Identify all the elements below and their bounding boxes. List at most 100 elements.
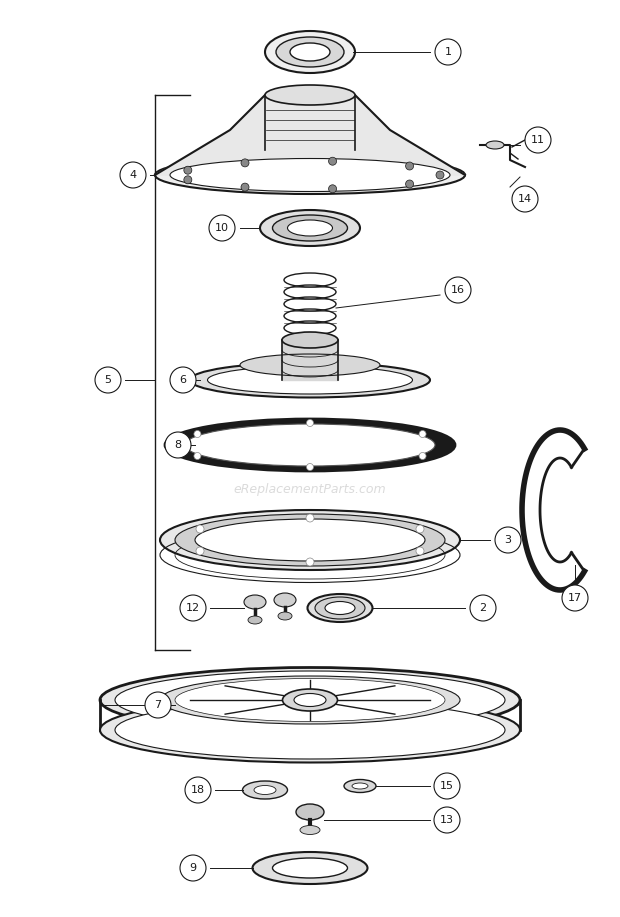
Text: 1: 1 bbox=[445, 47, 451, 57]
Circle shape bbox=[209, 215, 235, 241]
Ellipse shape bbox=[352, 783, 368, 789]
Ellipse shape bbox=[165, 419, 455, 471]
Circle shape bbox=[241, 183, 249, 191]
Ellipse shape bbox=[208, 366, 412, 394]
Ellipse shape bbox=[290, 43, 330, 61]
Ellipse shape bbox=[274, 593, 296, 607]
Circle shape bbox=[405, 162, 414, 170]
Circle shape bbox=[194, 430, 201, 437]
Ellipse shape bbox=[115, 701, 505, 759]
Ellipse shape bbox=[195, 519, 425, 561]
Ellipse shape bbox=[190, 362, 430, 397]
Ellipse shape bbox=[175, 679, 445, 722]
Circle shape bbox=[419, 452, 426, 459]
Ellipse shape bbox=[294, 693, 326, 706]
Circle shape bbox=[180, 595, 206, 621]
Text: 15: 15 bbox=[440, 781, 454, 791]
Ellipse shape bbox=[308, 594, 373, 622]
Ellipse shape bbox=[185, 424, 435, 466]
Circle shape bbox=[562, 585, 588, 611]
Text: 8: 8 bbox=[174, 440, 182, 450]
Text: 5: 5 bbox=[105, 375, 112, 385]
Text: 14: 14 bbox=[518, 194, 532, 204]
Ellipse shape bbox=[260, 210, 360, 246]
Text: 10: 10 bbox=[215, 223, 229, 233]
Ellipse shape bbox=[242, 781, 288, 799]
Ellipse shape bbox=[240, 354, 380, 376]
Circle shape bbox=[170, 367, 196, 393]
Polygon shape bbox=[155, 95, 465, 175]
Circle shape bbox=[241, 159, 249, 167]
Ellipse shape bbox=[160, 510, 460, 570]
Text: 3: 3 bbox=[505, 535, 511, 545]
Ellipse shape bbox=[175, 514, 445, 566]
Circle shape bbox=[436, 171, 444, 179]
Text: 6: 6 bbox=[180, 375, 187, 385]
Ellipse shape bbox=[155, 156, 465, 194]
Circle shape bbox=[184, 166, 192, 174]
Circle shape bbox=[434, 807, 460, 833]
Ellipse shape bbox=[248, 616, 262, 624]
Ellipse shape bbox=[244, 595, 266, 609]
Circle shape bbox=[470, 595, 496, 621]
Circle shape bbox=[419, 430, 426, 437]
Ellipse shape bbox=[115, 671, 505, 729]
Circle shape bbox=[165, 432, 191, 458]
Ellipse shape bbox=[100, 698, 520, 763]
Circle shape bbox=[512, 186, 538, 212]
Circle shape bbox=[185, 777, 211, 803]
Text: 9: 9 bbox=[190, 863, 197, 873]
Ellipse shape bbox=[315, 597, 365, 619]
Circle shape bbox=[329, 185, 337, 193]
Circle shape bbox=[329, 157, 337, 165]
Ellipse shape bbox=[254, 786, 276, 794]
Ellipse shape bbox=[325, 602, 355, 614]
Ellipse shape bbox=[273, 215, 347, 241]
Circle shape bbox=[180, 855, 206, 881]
Text: 7: 7 bbox=[154, 700, 162, 710]
Circle shape bbox=[435, 39, 461, 65]
Circle shape bbox=[306, 558, 314, 566]
Circle shape bbox=[445, 277, 471, 303]
Ellipse shape bbox=[170, 159, 450, 192]
Ellipse shape bbox=[486, 141, 504, 149]
Text: eReplacementParts.com: eReplacementParts.com bbox=[234, 483, 386, 496]
Ellipse shape bbox=[282, 332, 338, 348]
Circle shape bbox=[145, 692, 171, 718]
Ellipse shape bbox=[273, 858, 347, 878]
Text: 11: 11 bbox=[531, 135, 545, 145]
Circle shape bbox=[120, 162, 146, 188]
Ellipse shape bbox=[276, 37, 344, 67]
Ellipse shape bbox=[283, 689, 337, 711]
Circle shape bbox=[196, 525, 204, 533]
Text: 2: 2 bbox=[479, 603, 487, 613]
Text: 12: 12 bbox=[186, 603, 200, 613]
Circle shape bbox=[405, 180, 414, 188]
Circle shape bbox=[196, 547, 204, 555]
Circle shape bbox=[95, 367, 121, 393]
Ellipse shape bbox=[300, 825, 320, 834]
Ellipse shape bbox=[296, 804, 324, 820]
Text: 16: 16 bbox=[451, 285, 465, 295]
Ellipse shape bbox=[278, 612, 292, 620]
Ellipse shape bbox=[160, 676, 460, 724]
Text: 18: 18 bbox=[191, 785, 205, 795]
Circle shape bbox=[416, 547, 424, 555]
Text: 13: 13 bbox=[440, 815, 454, 825]
Circle shape bbox=[306, 514, 314, 522]
Ellipse shape bbox=[344, 779, 376, 792]
Ellipse shape bbox=[265, 85, 355, 105]
Text: 17: 17 bbox=[568, 593, 582, 603]
Ellipse shape bbox=[265, 31, 355, 73]
Circle shape bbox=[194, 452, 201, 459]
Circle shape bbox=[416, 525, 424, 533]
Circle shape bbox=[495, 527, 521, 553]
Ellipse shape bbox=[252, 852, 368, 884]
Circle shape bbox=[306, 463, 314, 470]
Polygon shape bbox=[282, 340, 338, 380]
Circle shape bbox=[306, 419, 314, 426]
Text: 4: 4 bbox=[130, 170, 136, 180]
Circle shape bbox=[184, 176, 192, 183]
Circle shape bbox=[434, 773, 460, 799]
Circle shape bbox=[525, 127, 551, 153]
